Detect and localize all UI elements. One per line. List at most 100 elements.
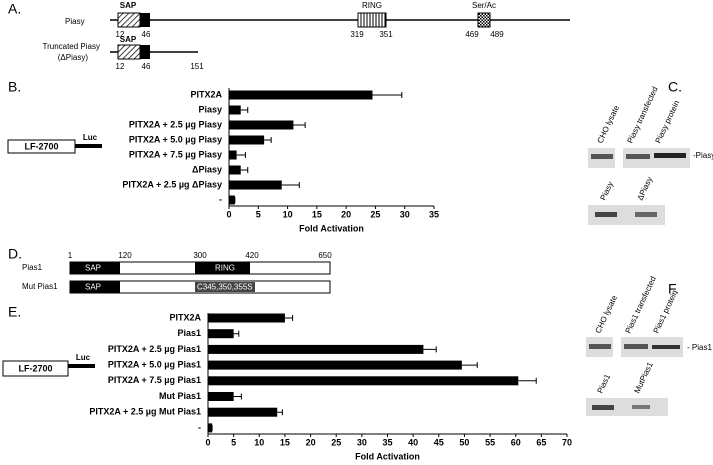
lane-label: ΔPiasy [636,175,655,201]
sap-domain [70,281,120,293]
band [654,153,686,158]
x-tick-label: 45 [434,437,444,447]
position: 319 [350,30,364,39]
band [624,344,648,349]
lane-label: Piasy protein [654,99,682,145]
domain-label: RING [215,264,235,273]
domain-label: SAP [120,1,137,10]
domain [140,13,150,27]
category-label: PITX2A + 5.0 µg Piasy [129,134,222,144]
x-tick-label: 10 [254,437,264,447]
panel-label: D. [8,246,22,262]
domain-label: SAP [120,35,137,44]
x-tick-label: 60 [511,437,521,447]
bar [229,165,241,175]
error-bar [233,330,240,337]
reporter-label: LF-2700 [24,141,58,151]
bar [208,313,285,323]
domain [140,45,150,59]
position: 650 [318,251,332,260]
x-tick-label: 30 [400,209,410,219]
category-label: PITX2A + 5.0 µg Pias1 [108,359,201,369]
x-tick-label: 20 [306,437,316,447]
error-bar [372,92,403,98]
x-tick-label: 15 [280,437,290,447]
bar [229,90,373,100]
lane-label: CHO lysate [594,293,620,334]
lane-label: Piasy transfected [626,85,660,144]
bar [229,150,237,160]
panel-label: A. [8,1,21,17]
x-axis-label: Fold Activation [299,223,364,233]
position: 300 [193,251,207,260]
x-tick-label: 50 [459,437,469,447]
bar [229,135,265,145]
band [592,405,614,410]
panel-label: E. [8,304,21,320]
error-bar [233,393,242,400]
ring-domain [195,262,250,274]
protein-label: Pias1 [22,263,43,272]
x-tick-label: 25 [370,209,380,219]
category-label: Piasy [198,104,222,114]
domain-label: SAP [85,283,101,292]
lane-label: MutPias1 [633,360,655,395]
category-label: - [219,194,222,204]
sap-domain [117,12,141,28]
panel-f: F. CHO lysate Pias1 transfected Pias1 pr… [586,275,712,416]
reporter-label: LF-2700 [18,363,52,373]
x-tick-label: 65 [536,437,546,447]
bar [208,360,462,370]
band [591,154,613,159]
x-tick-label: 35 [429,209,439,219]
protein-label: Truncated Piasy [42,42,100,51]
lane-label: Pias1 protein [652,289,680,335]
error-bar [518,377,537,384]
x-tick-label: 0 [226,209,231,219]
error-bar [293,122,306,128]
panel-c: C. CHO lysate Piasy transfected Piasy pr… [588,79,713,225]
serac-domain [477,12,491,28]
band-label: -Piasy [693,151,713,160]
mutation-region [195,282,255,292]
bar [208,344,424,354]
band [632,405,650,409]
error-bar [264,137,272,143]
category-label: PITX2A + 2.5 µg Piasy [129,119,222,129]
x-tick-label: 10 [283,209,293,219]
lane-label: Pias1 [596,372,613,394]
lane-label: Pias1 transfected [624,275,658,335]
bar [208,329,234,339]
reporter-tag: Luc [76,353,91,362]
bar [208,407,278,417]
x-tick-label: 70 [562,437,572,447]
panel-label: F. [668,281,679,297]
x-tick-label: 40 [408,437,418,447]
bar [208,423,213,433]
band [595,212,617,217]
reporter-tag: Luc [83,133,98,142]
x-tick-label: 35 [382,437,392,447]
panel-label: B. [8,79,21,95]
lane-label: CHO lysate [596,103,622,144]
position: 420 [245,251,259,260]
bar [229,195,235,205]
error-bar [240,107,249,113]
protein-label: (ΔPiasy) [58,53,89,62]
x-axis-label: Fold Activation [355,451,420,461]
error-bar [240,167,249,173]
position: 46 [142,62,151,71]
sap-domain [70,262,120,274]
domain-label: SAP [85,264,101,273]
blot [588,205,665,225]
protein-label: Mut Pias1 [22,282,58,291]
position: 12 [116,62,125,71]
x-tick-label: 20 [341,209,351,219]
panel-label: C. [668,79,682,95]
panel-d: D. Pias1 1 120 300 420 650 SAP RING Mut … [8,246,332,294]
position: 1 [68,251,73,260]
band [589,344,611,349]
bar [208,392,234,401]
position: 489 [490,30,504,39]
error-bar [284,315,294,321]
